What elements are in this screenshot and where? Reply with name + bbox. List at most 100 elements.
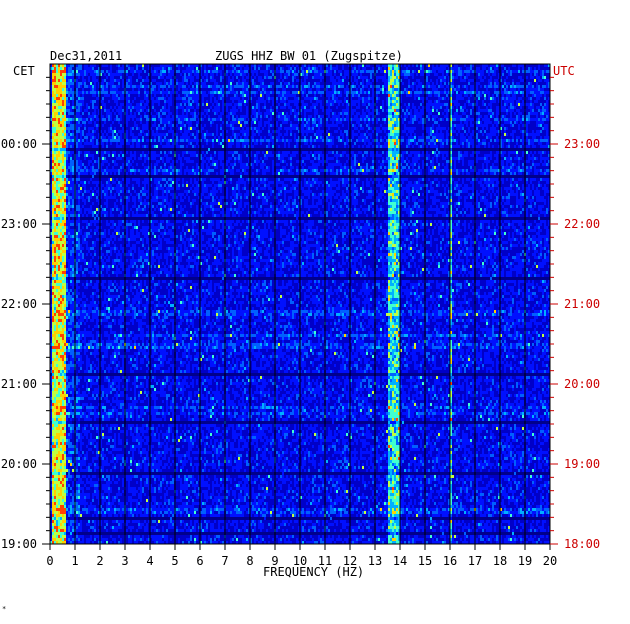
heatmap-cell [296,106,298,109]
heatmap-cell [452,79,454,82]
heatmap-cell [218,115,220,118]
heatmap-cell [82,73,84,76]
heatmap-cell [272,154,274,157]
heatmap-cell [158,97,160,100]
heatmap-cell [326,130,328,133]
heatmap-cell [328,133,330,136]
heatmap-cell [168,100,170,103]
heatmap-cell [284,148,286,151]
heatmap-cell [54,157,56,160]
heatmap-cell [286,127,288,130]
heatmap-cell [308,70,310,73]
heatmap-cell [314,97,316,100]
heatmap-cell [196,73,198,76]
heatmap-cell [86,67,88,70]
heatmap-cell [328,109,330,112]
heatmap-cell [330,91,332,94]
heatmap-cell [360,139,362,142]
heatmap-cell [420,139,422,142]
heatmap-cell [84,82,86,85]
heatmap-cell [52,88,54,91]
heatmap-cell [228,151,230,154]
heatmap-cell [58,100,60,103]
heatmap-cell [142,154,144,157]
heatmap-cell [360,151,362,154]
heatmap-cell [386,127,388,130]
heatmap-cell [384,142,386,145]
heatmap-cell [502,91,504,94]
heatmap-cell [464,154,466,157]
heatmap-cell [310,70,312,73]
heatmap-cell [334,67,336,70]
heatmap-cell [66,139,68,142]
heatmap-cell [390,151,392,154]
heatmap-cell [320,94,322,97]
heatmap-cell [434,73,436,76]
heatmap-cell [178,115,180,118]
heatmap-cell [344,151,346,154]
heatmap-cell [104,148,106,151]
heatmap-cell [466,70,468,73]
heatmap-cell [412,148,414,151]
heatmap-cell [52,106,54,109]
heatmap-cell [108,118,110,121]
heatmap-cell [144,103,146,106]
heatmap-cell [88,154,90,157]
heatmap-cell [70,124,72,127]
heatmap-cell [190,154,192,157]
heatmap-cell [370,82,372,85]
heatmap-cell [246,142,248,145]
heatmap-cell [496,148,498,151]
heatmap-cell [78,121,80,124]
heatmap-cell [506,127,508,130]
heatmap-cell [256,103,258,106]
heatmap-cell [104,73,106,76]
heatmap-cell [462,73,464,76]
heatmap-cell [392,79,394,82]
heatmap-cell [162,76,164,79]
heatmap-cell [208,139,210,142]
heatmap-cell [152,118,154,121]
heatmap-cell [484,94,486,97]
heatmap-cell [294,127,296,130]
heatmap-cell [56,82,58,85]
heatmap-cell [86,151,88,154]
heatmap-cell [460,115,462,118]
heatmap-cell [130,127,132,130]
heatmap-cell [536,106,538,109]
heatmap-cell [176,82,178,85]
heatmap-cell [322,136,324,139]
heatmap-cell [184,76,186,79]
heatmap-cell [56,115,58,118]
heatmap-cell [392,124,394,127]
heatmap-cell [120,109,122,112]
heatmap-cell [288,103,290,106]
heatmap-cell [164,118,166,121]
heatmap-cell [302,133,304,136]
heatmap-cell [528,106,530,109]
heatmap-cell [508,148,510,151]
heatmap-cell [76,121,78,124]
heatmap-cell [428,115,430,118]
heatmap-cell [64,142,66,145]
heatmap-cell [514,88,516,91]
heatmap-cell [490,79,492,82]
heatmap-cell [346,154,348,157]
heatmap-cell [544,127,546,130]
heatmap-cell [68,115,70,118]
heatmap-cell [172,91,174,94]
heatmap-cell [390,70,392,73]
heatmap-cell [432,151,434,154]
heatmap-cell [244,73,246,76]
heatmap-cell [232,130,234,133]
heatmap-cell [476,127,478,130]
heatmap-cell [232,151,234,154]
heatmap-cell [110,106,112,109]
heatmap-cell [412,70,414,73]
heatmap-cell [226,136,228,139]
heatmap-cell [434,70,436,73]
heatmap-cell [522,130,524,133]
heatmap-cell [252,118,254,121]
heatmap-cell [382,127,384,130]
heatmap-cell [206,103,208,106]
